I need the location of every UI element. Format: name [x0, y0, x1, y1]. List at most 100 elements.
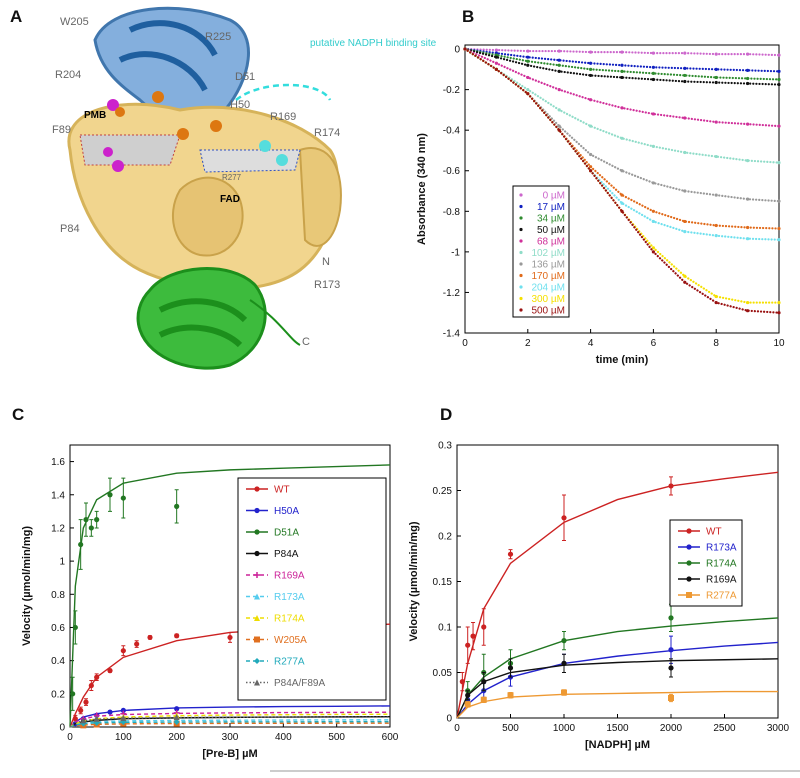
legend-marker — [519, 204, 523, 209]
legend-label: D51A — [274, 528, 299, 539]
structure-label: D51 — [235, 71, 255, 83]
point — [494, 55, 498, 59]
structure-label: P84 — [60, 223, 80, 235]
blue-domain — [93, 6, 250, 121]
point — [464, 701, 471, 708]
sphere — [276, 154, 288, 166]
y-tick-label: 1.2 — [51, 523, 65, 534]
point — [651, 209, 656, 213]
fit-line — [69, 464, 391, 728]
y-tick-label: 0 — [454, 45, 460, 56]
point — [494, 67, 498, 71]
point — [70, 691, 76, 697]
point — [557, 124, 561, 128]
point — [651, 250, 656, 254]
point — [589, 98, 593, 102]
x-tick-label: 4 — [588, 338, 594, 349]
structure-label: R277 — [222, 173, 242, 182]
point — [561, 660, 567, 667]
point — [557, 88, 561, 92]
y-tick-label: -1.2 — [443, 288, 461, 299]
series-line — [463, 47, 781, 230]
x-tick-label: 200 — [168, 732, 185, 743]
point — [714, 193, 718, 197]
point — [714, 294, 718, 299]
series-line — [463, 47, 781, 304]
point — [668, 483, 674, 489]
fit-line — [69, 720, 390, 728]
point — [668, 615, 674, 621]
x-tick-label: 2500 — [713, 723, 736, 734]
legend-label: 136 µM — [531, 260, 565, 271]
legend-label: 204 µM — [531, 283, 565, 294]
structure-label: W205 — [60, 16, 89, 28]
sphere — [115, 107, 125, 117]
legend-label: W205A — [274, 635, 307, 646]
point — [526, 63, 530, 67]
point — [494, 61, 498, 65]
x-tick-label: 0 — [67, 732, 73, 743]
legend-label: WT — [706, 527, 722, 538]
legend-label: R169A — [706, 575, 737, 586]
point — [120, 495, 126, 501]
series-line — [463, 47, 781, 164]
structure-label: R225 — [205, 31, 231, 43]
point — [80, 717, 87, 724]
point — [620, 75, 624, 80]
point — [589, 124, 593, 128]
y-tick-label: 0.8 — [51, 590, 65, 601]
point — [557, 69, 561, 73]
y-tick-label: 0.2 — [438, 532, 452, 543]
y-tick-label: -0.4 — [443, 126, 461, 137]
point — [651, 144, 656, 149]
point — [174, 503, 180, 509]
sphere — [112, 160, 124, 172]
legend-marker — [254, 550, 260, 557]
point — [507, 692, 514, 699]
point — [557, 108, 561, 112]
x-axis-label: [Pre-B] µM — [202, 748, 257, 760]
y-tick-label: 0 — [59, 723, 65, 734]
x-tick-label: 500 — [502, 723, 519, 734]
point — [683, 150, 687, 155]
legend-marker — [519, 250, 523, 255]
point — [668, 665, 674, 671]
point — [651, 51, 656, 55]
point — [746, 52, 750, 56]
point — [683, 189, 687, 193]
point — [557, 63, 561, 67]
legend-marker — [519, 227, 523, 232]
y-tick-label: 0.05 — [433, 668, 453, 679]
point — [561, 689, 567, 696]
point — [714, 223, 718, 228]
fit-line — [69, 716, 390, 728]
legend-marker — [519, 216, 523, 220]
point — [683, 280, 687, 284]
legend-marker — [254, 636, 260, 643]
legend-label: R173A — [274, 592, 305, 603]
point — [120, 714, 127, 721]
x-tick-label: 10 — [773, 338, 785, 349]
point — [683, 79, 687, 84]
point — [557, 128, 561, 132]
point — [227, 634, 233, 641]
point — [83, 517, 89, 523]
point — [459, 679, 465, 685]
point — [94, 674, 100, 680]
point — [589, 61, 593, 65]
point — [589, 169, 593, 173]
point — [683, 73, 687, 78]
point — [589, 152, 593, 157]
legend-marker — [686, 528, 692, 534]
legend-marker — [254, 615, 260, 621]
y-axis-label: Velocity (µmol/min/mg) — [408, 521, 420, 641]
y-tick-label: -1 — [451, 247, 460, 258]
legend-label: 17 µM — [537, 202, 565, 213]
point — [78, 541, 84, 548]
protein-structure — [67, 6, 342, 370]
y-tick-label: 0.15 — [433, 577, 453, 588]
legend-label: 300 µM — [531, 294, 565, 305]
point — [589, 50, 593, 54]
legend-label: R174A — [274, 614, 305, 625]
point — [526, 88, 530, 92]
